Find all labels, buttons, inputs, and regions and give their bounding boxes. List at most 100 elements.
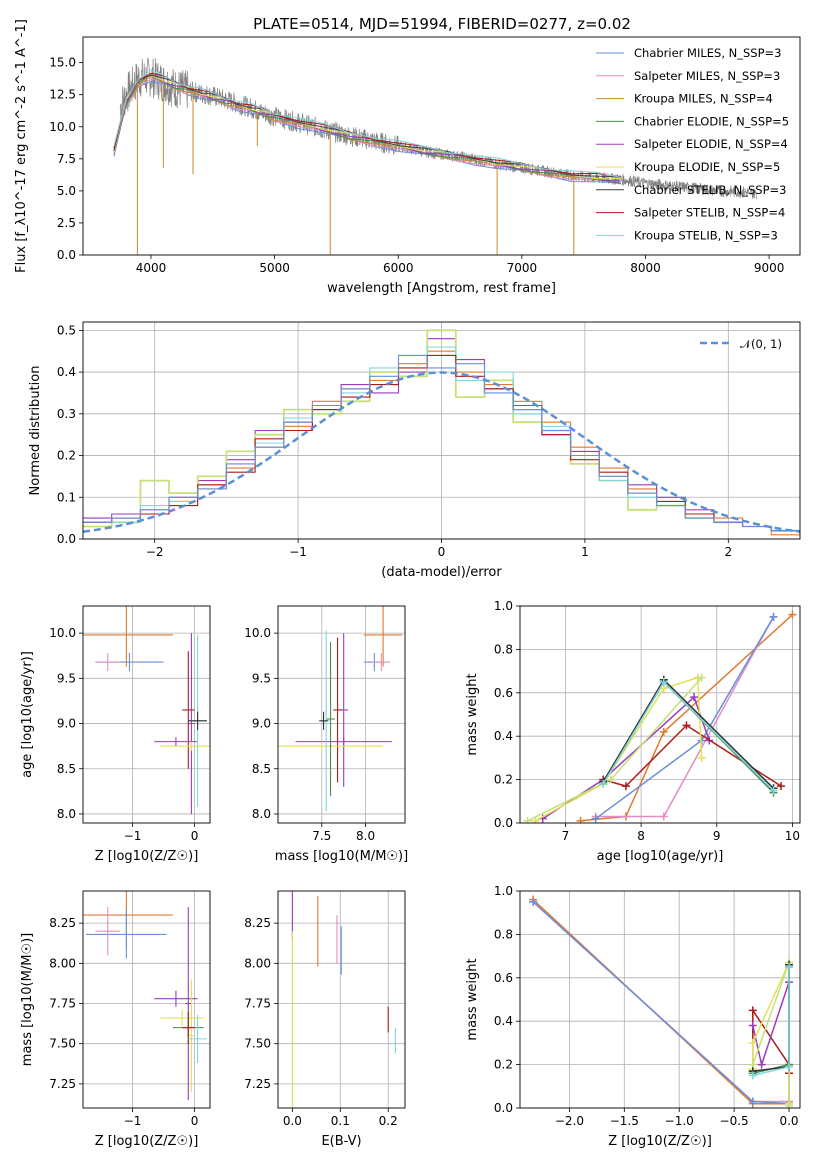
y-tick-label: 1.0 bbox=[494, 599, 513, 613]
y-tick-label: 8.25 bbox=[49, 916, 76, 930]
plot-area-mass_vs_Z bbox=[83, 891, 207, 1100]
plot-area-age_vs_Z bbox=[83, 606, 210, 814]
panel-residuals: −2 −1 0 1 2 0.0 0.1 0.2 0.3 0.4 0.5 (data-model)/er… bbox=[28, 321, 801, 580]
y-tick-label: 12.5 bbox=[49, 88, 76, 102]
mass-weight-point bbox=[785, 962, 794, 971]
x-tick-label: −1.0 bbox=[665, 1114, 694, 1128]
x-tick-label: −2 bbox=[146, 545, 164, 559]
x-tick-label: −1 bbox=[124, 1114, 142, 1128]
x-tick-label: 8000 bbox=[630, 261, 661, 275]
x-tick-label: 6000 bbox=[383, 261, 414, 275]
mass-weight-point bbox=[529, 897, 538, 906]
y-tick-label: 0.2 bbox=[494, 1058, 513, 1072]
mass-weight-point bbox=[769, 786, 778, 795]
mass-weight-point bbox=[531, 816, 540, 823]
mass-weight-line bbox=[534, 676, 703, 822]
y-tick-label: 0.4 bbox=[57, 365, 76, 379]
normal-curve bbox=[83, 371, 800, 533]
plot-area-spectrum bbox=[113, 57, 757, 255]
x-tick-label: −1.5 bbox=[610, 1114, 639, 1128]
y-tick-label: 7.75 bbox=[244, 997, 271, 1011]
model-spectrum-line bbox=[113, 74, 621, 178]
y-tick-label: 9.0 bbox=[252, 717, 271, 731]
mass-weight-point bbox=[757, 1060, 766, 1069]
x-tick-label: −1 bbox=[289, 545, 307, 559]
panel-age_vs_mass: 7.5 8.0 8.0 8.5 9.0 9.5 10.0 mass [log10(M/M☉)] bbox=[244, 605, 408, 864]
y-tick-label: 7.50 bbox=[244, 1037, 271, 1051]
axes-frame bbox=[277, 890, 406, 1109]
x-axis-label: age [log10(age/yr)] bbox=[597, 849, 724, 864]
model-spectrum-line bbox=[113, 69, 621, 178]
y-tick-label: 7.5 bbox=[57, 152, 76, 166]
x-tick-label: 0.1 bbox=[331, 1114, 350, 1128]
y-tick-label: 0.0 bbox=[494, 816, 513, 830]
y-tick-label: 0.0 bbox=[57, 532, 76, 546]
x-tick-label: −0.5 bbox=[720, 1114, 749, 1128]
mass-weight-point bbox=[659, 812, 668, 821]
mass-weight-point bbox=[777, 782, 786, 791]
y-tick-label: 7.75 bbox=[49, 997, 76, 1011]
x-axis-label: mass [log10(M/M☉)] bbox=[275, 849, 408, 864]
panel-age_vs_Z: −1 0 8.0 8.5 9.0 9.5 10.0 Z [log10(Z/Z☉)] age [l… bbox=[20, 605, 211, 864]
mass-weight-line bbox=[752, 981, 790, 1104]
mass-weight-point bbox=[748, 1097, 757, 1106]
panel-massweight_vs_age: 7 8 9 10 0.0 0.2 0.4 0.6 0.8 1.0 age [log10(age/yr… bbox=[465, 599, 801, 864]
y-tick-label: 5.0 bbox=[57, 184, 76, 198]
mass-weight-line bbox=[580, 614, 793, 822]
y-tick-label: 0.8 bbox=[494, 927, 513, 941]
axes-frame bbox=[82, 36, 801, 256]
y-tick-label: 7.25 bbox=[244, 1077, 271, 1091]
y-tick-label: 8.0 bbox=[57, 807, 76, 821]
y-tick-label: 15.0 bbox=[49, 56, 76, 70]
y-tick-label: 0.0 bbox=[494, 1101, 513, 1115]
x-tick-label: 0 bbox=[191, 1114, 199, 1128]
y-axis-label: mass [log10(M/M☉)] bbox=[20, 933, 35, 1066]
y-tick-label: 0.2 bbox=[494, 773, 513, 787]
axes-frame bbox=[82, 605, 211, 824]
mass-weight-point bbox=[591, 814, 600, 823]
y-tick-label: 0.8 bbox=[494, 642, 513, 656]
plot-area-massweight_vs_age bbox=[523, 610, 797, 823]
mass-weight-line bbox=[527, 677, 703, 822]
x-tick-label: −1 bbox=[124, 829, 142, 843]
mass-weight-point bbox=[690, 693, 699, 702]
legend-entry: Salpeter ELODIE, N_SSP=4 bbox=[634, 137, 788, 151]
y-tick-label: 7.25 bbox=[49, 1077, 76, 1091]
model-spectrum-line bbox=[113, 78, 621, 184]
mass-weight-point bbox=[769, 612, 778, 621]
model-spectrum-line bbox=[113, 80, 621, 184]
x-tick-label: 9000 bbox=[754, 261, 785, 275]
mass-weight-point bbox=[748, 1038, 757, 1047]
y-tick-label: 8.00 bbox=[244, 956, 271, 970]
mass-weight-point bbox=[785, 1062, 794, 1071]
mass-weight-point bbox=[785, 1101, 794, 1108]
x-tick-label: 7000 bbox=[507, 261, 538, 275]
x-tick-label: 0 bbox=[438, 545, 446, 559]
x-tick-label: 0.0 bbox=[779, 1114, 798, 1128]
x-tick-label: 7 bbox=[562, 829, 570, 843]
legend-entry: Kroupa MILES, N_SSP=4 bbox=[634, 92, 773, 106]
y-tick-label: 0.4 bbox=[494, 729, 513, 743]
y-axis-label: mass weight bbox=[465, 673, 480, 755]
x-tick-label: 10 bbox=[785, 829, 800, 843]
x-tick-label: 0.0 bbox=[283, 1114, 302, 1128]
x-tick-label: 8.0 bbox=[356, 829, 375, 843]
x-tick-label: 1 bbox=[581, 545, 589, 559]
mass-weight-point bbox=[599, 779, 608, 788]
legend-entry: Kroupa STELIB, N_SSP=3 bbox=[634, 228, 778, 242]
y-tick-label: 0.0 bbox=[57, 248, 76, 262]
legend-entry: Salpeter STELIB, N_SSP=4 bbox=[634, 206, 785, 220]
y-tick-label: 8.00 bbox=[49, 956, 76, 970]
mass-weight-line bbox=[602, 681, 775, 794]
x-tick-label: 4000 bbox=[136, 261, 167, 275]
y-tick-label: 0.6 bbox=[494, 971, 513, 985]
y-axis-label: Normed distribution bbox=[28, 366, 43, 496]
mass-weight-line bbox=[602, 724, 782, 787]
mass-weight-point bbox=[697, 753, 706, 762]
legend-entry: Chabrier MILES, N_SSP=3 bbox=[634, 46, 781, 60]
mass-weight-point bbox=[748, 1006, 757, 1015]
y-tick-label: 0.2 bbox=[57, 449, 76, 463]
x-tick-label: 0 bbox=[191, 829, 199, 843]
mass-weight-point bbox=[748, 1071, 757, 1080]
y-tick-label: 10.0 bbox=[49, 626, 76, 640]
